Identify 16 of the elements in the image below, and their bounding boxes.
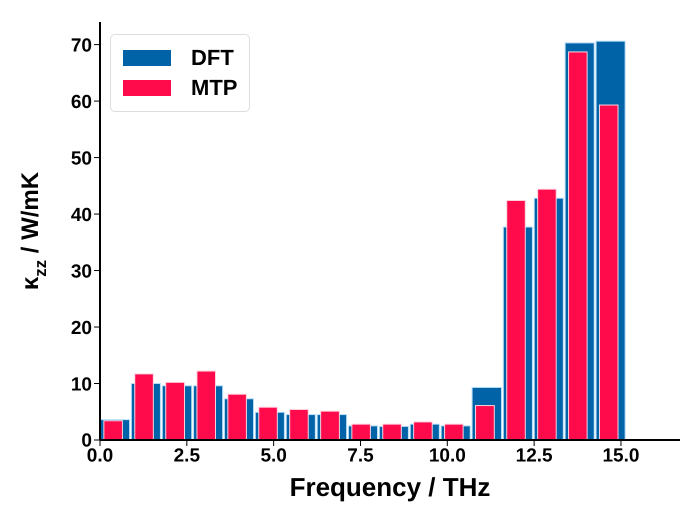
x-tick-label: 12.5 xyxy=(516,445,554,466)
y-tick-label: 30 xyxy=(70,261,92,282)
x-tick-label: 5.0 xyxy=(260,445,287,466)
x-axis-title: Frequency / THz xyxy=(290,472,490,502)
y-tick-label: 20 xyxy=(70,318,92,339)
y-tick-label: 60 xyxy=(70,92,92,113)
y-tick-label: 10 xyxy=(70,374,92,396)
x-tick-label: 15.0 xyxy=(602,445,640,466)
y-tick-label: 50 xyxy=(70,148,92,170)
x-tick-label: 2.5 xyxy=(174,445,200,466)
y-tick-label: 40 xyxy=(70,204,92,226)
y-tick-label: 70 xyxy=(70,35,92,56)
legend-label: DFT xyxy=(191,45,234,71)
x-tick-label: 7.5 xyxy=(347,445,374,466)
x-tick-label: 10.0 xyxy=(428,445,466,466)
legend-label: MTP xyxy=(191,75,238,101)
